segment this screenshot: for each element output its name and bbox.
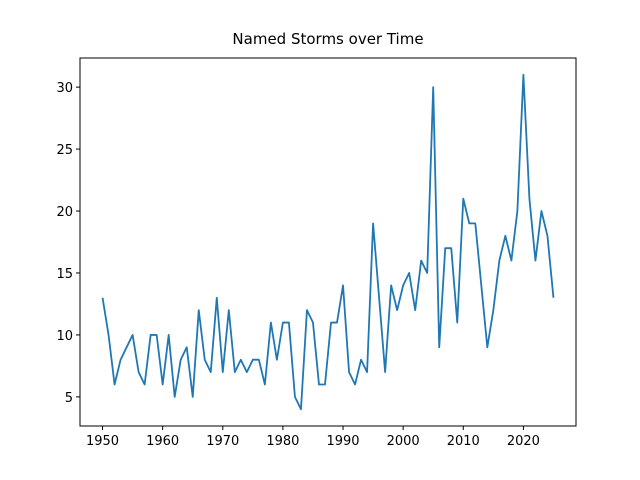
y-tick-label: 30	[56, 81, 73, 96]
y-tick-label: 10	[56, 329, 73, 344]
y-tick-label: 5	[65, 391, 73, 406]
y-tick-label: 15	[56, 267, 73, 282]
chart-title: Named Storms over Time	[232, 30, 423, 48]
y-tick-label: 25	[56, 143, 73, 158]
x-tick-label: 1950	[86, 434, 119, 449]
x-tick-label: 2010	[447, 434, 480, 449]
x-tick-label: 1980	[266, 434, 299, 449]
x-tick-label: 1960	[146, 434, 179, 449]
y-tick-label: 20	[56, 205, 73, 220]
data-line	[101, 73, 555, 411]
x-tick-label: 2000	[387, 434, 420, 449]
x-tick-label: 1970	[206, 434, 239, 449]
x-tick-label: 1990	[326, 434, 359, 449]
plot-frame	[79, 57, 577, 427]
x-tick-label: 2020	[507, 434, 540, 449]
